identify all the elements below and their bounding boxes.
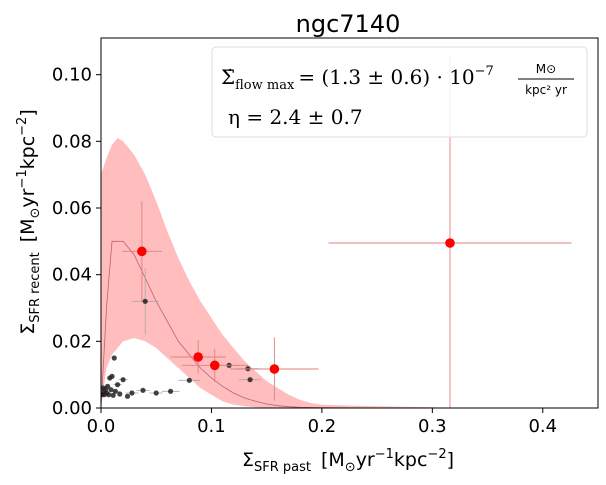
individual-point-9: [129, 390, 135, 396]
y-tick-label-5: 0.10: [52, 65, 92, 86]
annotation-box: [211, 46, 588, 138]
individual-point-0: [142, 298, 148, 304]
binned-point-4: [445, 238, 455, 248]
binned-point-0: [137, 246, 147, 257]
y-tick-label-1: 0.02: [52, 331, 92, 352]
individual-point-12: [112, 388, 118, 394]
individual-point-11: [114, 382, 121, 388]
axes: 0.0 0.1 0.2 0.3 0.4 0.00 0.02 0.04 0.06 0.08 0.10: [52, 37, 599, 437]
y-axis-label: ΣSFR recent[M⊙yr−1kpc−2]: [15, 109, 43, 335]
individual-point-10: [120, 377, 126, 383]
model-line: [101, 240, 450, 408]
flow-symbol: Σ̇: [221, 65, 235, 89]
individual-point-6: [167, 388, 174, 394]
binned-point-1: [193, 352, 203, 362]
chart-title: ngc7140: [296, 10, 401, 38]
individual-point-23: [110, 392, 116, 398]
y-tick-label-0: 0.00: [52, 398, 92, 419]
x-tick-label-1: 0.1: [197, 416, 226, 437]
y-tick-label-3: 0.06: [52, 198, 92, 219]
x-tick-label-2: 0.2: [308, 416, 337, 437]
x-axis-label: ΣSFR past [M⊙yr−1kpc−2]: [242, 447, 454, 475]
flow-annotation: Σ̇flow max = (1.3 ± 0.6) · 10−7: [221, 64, 494, 93]
individual-point-1: [111, 355, 117, 361]
y-tick-label-4: 0.08: [52, 131, 92, 152]
flow-unit-denominator: kpc² yr: [525, 83, 567, 97]
flow-value: = (1.3 ± 0.6) · 10: [298, 65, 474, 89]
individual-point-2: [186, 377, 192, 383]
x-tick-label-4: 0.4: [528, 416, 557, 437]
x-tick-label-0: 0.0: [87, 416, 116, 437]
plot-area: [101, 56, 572, 408]
individual-point-22: [108, 387, 114, 393]
individual-point-24: [117, 391, 123, 397]
individual-point-5: [247, 377, 253, 383]
flow-unit-numerator: M⊙: [536, 62, 556, 76]
x-tick-label-3: 0.3: [418, 416, 447, 437]
individual-point-19: [101, 385, 106, 391]
model-uncertainty-band: [101, 138, 450, 408]
binned-point-3: [269, 364, 280, 374]
eta-annotation: η = 2.4 ± 0.7: [228, 105, 363, 129]
y-tick-label-2: 0.04: [52, 265, 92, 286]
individual-point-21: [106, 392, 112, 398]
flow-subscript: flow max: [235, 78, 295, 93]
flow-exponent: −7: [475, 64, 494, 79]
plot-clipped: [101, 56, 572, 408]
individual-point-8: [153, 390, 159, 396]
legend-annotation: Σ̇flow max = (1.3 ± 0.6) · 10−7 M⊙ kpc² y…: [211, 46, 588, 138]
individual-point-20: [101, 392, 105, 398]
binned-point-2: [209, 360, 220, 371]
individual-point-25: [109, 373, 115, 379]
individual-point-7: [140, 387, 146, 393]
individual-point-26: [124, 393, 131, 399]
axes-frame: [100, 37, 599, 409]
